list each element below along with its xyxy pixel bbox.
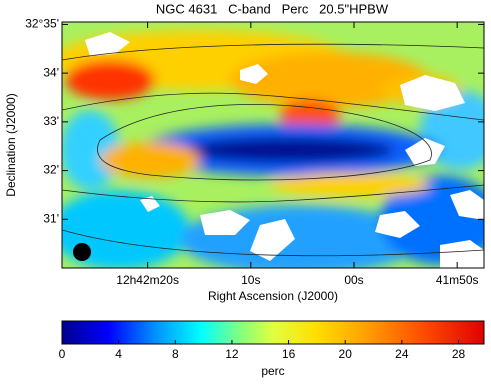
map bbox=[62, 22, 484, 268]
x-tick-label: 12h42m20s bbox=[116, 273, 179, 287]
colorbar-tick-label: 12 bbox=[225, 347, 239, 361]
y-tick-label: 33' bbox=[43, 114, 59, 128]
plot-frame bbox=[61, 21, 485, 269]
x-tick-label: 41m50s bbox=[436, 273, 479, 287]
x-tick-label: 00s bbox=[344, 273, 363, 287]
colorbar-tick-label: 28 bbox=[452, 347, 466, 361]
colorbar-tick-label: 24 bbox=[395, 347, 409, 361]
colorbar bbox=[61, 320, 485, 345]
y-tick-label: 31' bbox=[43, 211, 59, 225]
colorbar-tick-label: 0 bbox=[59, 347, 66, 361]
colorbar-tick-label: 8 bbox=[172, 347, 179, 361]
y-axis-label: Declination (J2000) bbox=[4, 93, 18, 196]
y-tick-label: 32°35' bbox=[25, 17, 59, 31]
colorbar-tick-label: 4 bbox=[115, 347, 122, 361]
y-tick-label: 34' bbox=[43, 65, 59, 79]
colorbar-tick-label: 20 bbox=[339, 347, 353, 361]
x-tick-label: 10s bbox=[241, 273, 260, 287]
chart-title: NGC 4631 C-band Perc 20.5"HPBW bbox=[156, 1, 389, 16]
colorbar-tick-label: 16 bbox=[282, 347, 296, 361]
colorbar-label: perc bbox=[261, 364, 284, 378]
x-axis-label: Right Ascension (J2000) bbox=[208, 289, 338, 303]
y-tick-label: 32' bbox=[43, 163, 59, 177]
